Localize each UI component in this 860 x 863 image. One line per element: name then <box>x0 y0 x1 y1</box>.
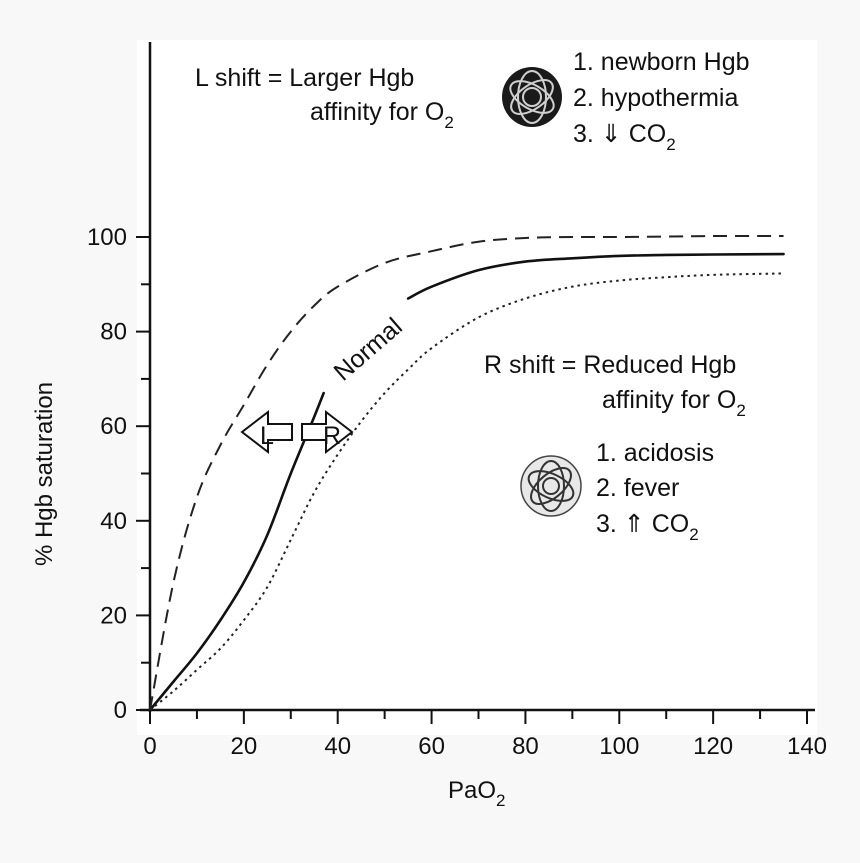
tense-hemoglobin-icon <box>502 67 562 127</box>
tick-labels: 0 20 40 60 80 100 120 140 0 20 40 60 80 100 <box>87 224 827 760</box>
left-shift-annotation: L shift = Larger Hgb affinity for O2 1. … <box>195 48 750 154</box>
series-line-l-shift <box>149 234 784 711</box>
right-shift-title: R shift = Reduced Hgb <box>484 351 736 379</box>
series-lines <box>148 234 785 712</box>
y-tick-label: 0 <box>114 697 127 724</box>
series-line-r-shift <box>149 272 784 711</box>
x-tick-label: 80 <box>512 733 539 760</box>
tick-marks <box>136 236 808 724</box>
y-tick-label: 40 <box>100 508 127 535</box>
y-tick-label: 100 <box>87 224 127 251</box>
left-shift-title: L shift = Larger Hgb <box>195 64 414 92</box>
arrow-right-label: R <box>323 422 341 450</box>
y-tick-label: 20 <box>100 602 127 629</box>
right-shift-annotation: R shift = Reduced Hgb affinity for O2 1.… <box>484 351 746 544</box>
x-tick-label: 20 <box>231 733 258 760</box>
right-shift-subtitle: affinity for O2 <box>602 386 746 420</box>
x-axis-title: PaO2 <box>448 777 506 810</box>
x-tick-label: 120 <box>693 733 733 760</box>
x-tick-label: 40 <box>324 733 351 760</box>
left-shift-item-1: 1. newborn Hgb <box>573 48 750 76</box>
y-tick-label: 60 <box>100 413 127 440</box>
normal-curve-label: Normal <box>329 313 408 387</box>
right-shift-item-3: 3. ⇑ CO2 <box>596 510 699 544</box>
left-shift-item-2: 2. hypothermia <box>573 84 738 112</box>
x-tick-label: 100 <box>599 733 639 760</box>
series-line-normal-upper <box>406 252 785 300</box>
right-shift-item-2: 2. fever <box>596 474 679 502</box>
left-shift-subtitle: affinity for O2 <box>310 98 454 132</box>
x-tick-label: 140 <box>787 733 827 760</box>
relaxed-hemoglobin-icon <box>520 455 582 517</box>
y-tick-label: 80 <box>100 319 127 346</box>
shift-arrows: L R <box>240 409 354 455</box>
left-shift-item-3: 3. ⇓ CO2 <box>573 120 676 154</box>
left-shift-arrow-icon <box>240 409 293 455</box>
right-shift-item-1: 1. acidosis <box>596 439 714 467</box>
series-line-normal-lower <box>148 391 325 712</box>
x-tick-label: 60 <box>418 733 445 760</box>
plot-panel <box>137 40 817 735</box>
x-tick-label: 0 <box>143 733 156 760</box>
arrow-left-label: L <box>260 422 274 450</box>
y-axis-title: % Hgb saturation <box>31 382 58 566</box>
right-shift-arrow-icon <box>301 409 354 455</box>
